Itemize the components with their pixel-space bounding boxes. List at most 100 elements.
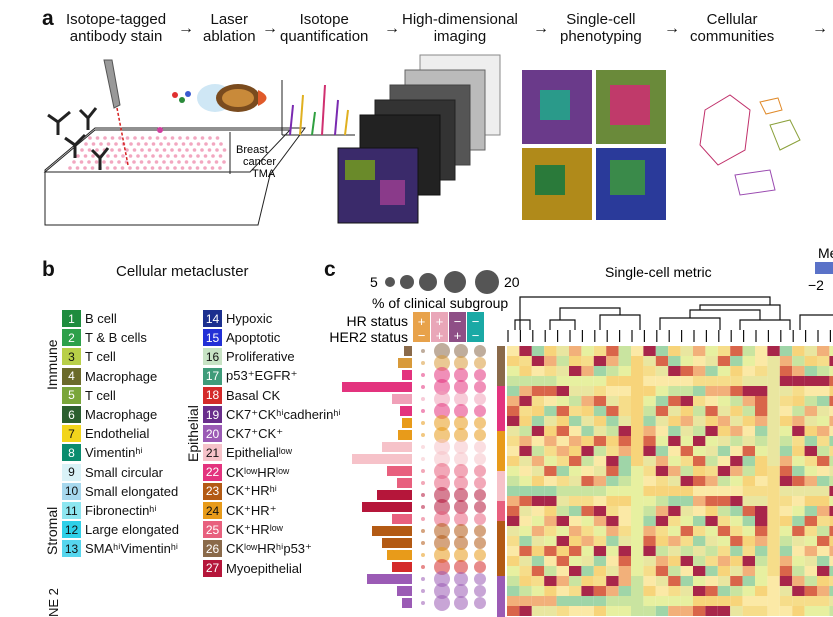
heatmap-cell — [730, 426, 743, 436]
tma-core — [174, 142, 178, 146]
heatmap-cell — [779, 506, 793, 516]
heatmap-cell — [693, 386, 706, 396]
heatmap-cell — [519, 436, 532, 446]
heatmap-cell — [581, 386, 594, 396]
tma-core — [218, 154, 223, 158]
heatmap-cell — [804, 346, 817, 356]
heatmap-cell — [730, 476, 743, 486]
heatmap-cell — [618, 556, 631, 566]
heatmap-cell — [693, 376, 706, 386]
tma-core — [200, 136, 205, 140]
legend-item: 4 Macrophage — [62, 367, 157, 386]
heatmap-cell — [643, 496, 656, 506]
heatmap-cell — [779, 546, 793, 556]
heatmap-cell — [755, 426, 768, 436]
heatmap-cell — [618, 446, 631, 456]
heatmap-cell — [717, 466, 731, 476]
heatmap-cell — [792, 406, 805, 416]
legend-number: 8 — [62, 444, 81, 462]
legend-label: Hypoxic — [226, 311, 273, 326]
heatmap-cell — [680, 516, 693, 526]
heatmap-cell — [693, 516, 706, 526]
subgroup-dot — [454, 560, 468, 574]
heatmap-cell — [569, 586, 582, 596]
heatmap-cell — [556, 386, 569, 396]
heatmap-cell — [581, 606, 594, 616]
step-antibody-stain: Isotope-tagged antibody stain — [66, 11, 167, 45]
heatmap-cell — [730, 486, 743, 496]
legend-number: 1 — [62, 310, 81, 327]
heatmap-cell — [643, 566, 656, 576]
heatmap-cell — [668, 346, 681, 356]
heatmap-cell — [606, 576, 619, 586]
tma-core — [117, 160, 121, 164]
heatmap-cell — [730, 356, 743, 366]
heatmap-cell — [705, 426, 718, 436]
heatmap-cell — [693, 566, 706, 576]
subgroup-dot — [454, 344, 468, 358]
heatmap-cell — [581, 406, 594, 416]
heatmap-cell — [680, 496, 693, 506]
heatmap-cell — [569, 546, 582, 556]
tma-core — [76, 154, 80, 158]
heatmap-cell — [767, 416, 780, 426]
heatmap-cell — [531, 386, 545, 396]
heatmap-cell — [519, 546, 532, 556]
heatmap-cell — [680, 556, 693, 566]
heatmap-cell — [717, 506, 731, 516]
heatmap-cell — [804, 506, 817, 516]
status-box — [413, 312, 430, 342]
heatmap-cell — [779, 456, 793, 466]
heatmap-cell — [668, 606, 681, 616]
heatmap-cell — [817, 476, 830, 486]
heatmap-cell — [581, 546, 594, 556]
tma-core — [170, 136, 175, 140]
legend-number: 4 — [62, 367, 81, 385]
heatmap-cell — [519, 576, 532, 586]
heatmap-cell — [804, 446, 817, 456]
legend-item: 20 CK7⁺CK⁺ — [203, 424, 283, 443]
heatmap-cell — [618, 486, 631, 496]
step-communities: Cellular communities — [690, 11, 775, 45]
heatmap-cell — [618, 546, 631, 556]
tma-core — [117, 148, 122, 152]
heatmap-cell — [755, 346, 768, 356]
tma-core — [196, 142, 201, 146]
strip-segment — [497, 431, 505, 471]
tma-core — [90, 166, 95, 170]
heatmap-cell — [507, 366, 520, 376]
heatmap-cell — [581, 356, 594, 366]
heatmap-cell — [643, 526, 656, 536]
heatmap-cell — [655, 426, 669, 436]
heatmap-cell — [668, 426, 681, 436]
heatmap-cell — [643, 416, 656, 426]
heatmap-cell — [655, 576, 669, 586]
heatmap-cell — [680, 436, 693, 446]
heatmap-cell — [556, 606, 569, 616]
heatmap-cell — [817, 506, 830, 516]
heatmap-cell — [717, 406, 731, 416]
heatmap-cell — [792, 416, 805, 426]
legend-label: CK⁺HRʰⁱ — [226, 483, 278, 499]
heatmap-cell — [655, 406, 669, 416]
legend-label: Macrophage — [85, 407, 158, 422]
panel-b-letter: b — [42, 258, 55, 281]
heatmap-cell — [519, 476, 532, 486]
heatmap-cell — [693, 476, 706, 486]
heatmap-cell — [569, 536, 582, 546]
heatmap-cell — [593, 396, 607, 406]
tma-core — [136, 142, 141, 146]
heatmap-cell — [755, 596, 768, 606]
heatmap-cell — [792, 436, 805, 446]
heatmap-cell — [755, 576, 768, 586]
tma-core — [110, 148, 114, 152]
legend-number: 5 — [62, 386, 81, 404]
heatmap-cell — [643, 386, 656, 396]
heatmap-cell — [717, 556, 731, 566]
heatmap-cell — [767, 606, 780, 616]
heatmap-cell — [507, 516, 520, 526]
heatmap-cell — [779, 446, 793, 456]
heatmap-cell — [779, 386, 793, 396]
subgroup-dot — [454, 392, 468, 406]
heatmap-cell — [779, 576, 793, 586]
